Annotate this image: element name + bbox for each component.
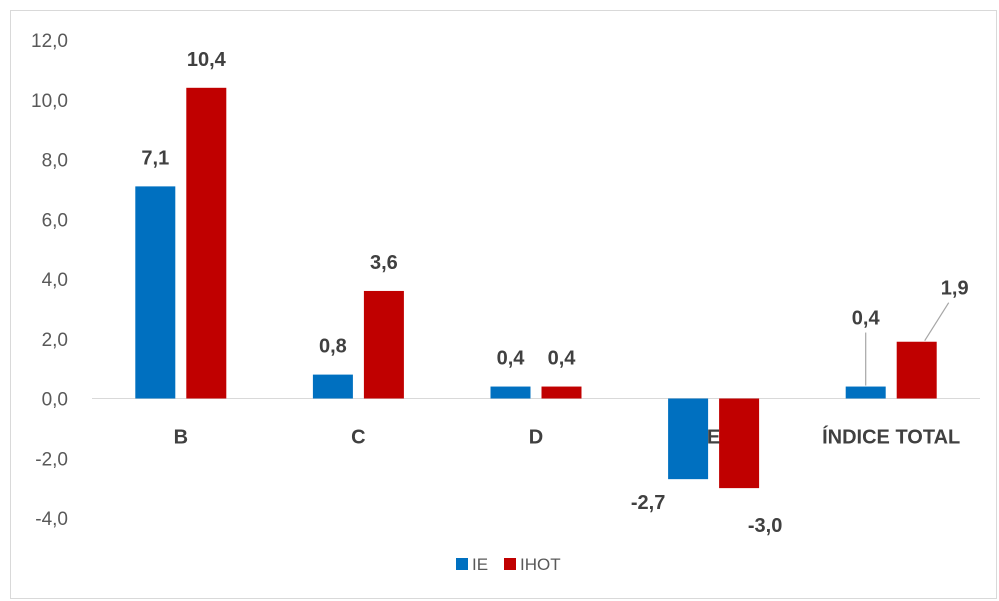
data-label: 0,4 (548, 348, 577, 370)
bar-ihot (541, 386, 582, 399)
data-label: 7,1 (141, 147, 169, 169)
bar-ie (490, 386, 531, 399)
data-label: -2,7 (631, 492, 665, 514)
bar-ie (312, 374, 353, 399)
legend-label: IE (472, 555, 488, 574)
y-tick-label: 2,0 (42, 330, 68, 351)
data-label: -3,0 (748, 515, 782, 537)
bar-ihot (363, 290, 404, 399)
y-tick-label: 10,0 (31, 91, 68, 112)
y-tick-label: -4,0 (35, 509, 68, 530)
leader-line (924, 302, 950, 342)
y-tick-label: 12,0 (31, 31, 68, 52)
legend-swatch (456, 558, 468, 570)
bar-ihot (186, 87, 227, 399)
bar-ihot (719, 398, 760, 489)
y-tick-label: 4,0 (42, 270, 68, 291)
category-label: C (351, 427, 365, 449)
bar-ie (845, 386, 886, 399)
y-tick-label: 8,0 (42, 151, 68, 172)
y-tick-label: -2,0 (35, 449, 68, 470)
category-label: ÍNDICE TOTAL (822, 426, 960, 449)
bar-ie (135, 186, 176, 399)
data-label: 0,4 (852, 308, 881, 330)
category-label: E (707, 427, 720, 449)
data-label: 10,4 (187, 49, 227, 71)
data-label: 0,4 (497, 348, 526, 370)
data-label: 3,6 (370, 252, 398, 274)
legend-swatch (504, 558, 516, 570)
data-label: 0,8 (319, 336, 347, 358)
category-label: D (529, 427, 543, 449)
chart-frame (10, 10, 997, 599)
legend-label: IHOT (520, 555, 561, 574)
bar-ie (668, 398, 709, 480)
y-tick-label: 6,0 (42, 210, 68, 231)
y-tick-label: 0,0 (42, 390, 68, 411)
category-label: B (174, 427, 188, 449)
data-label: 1,9 (941, 278, 969, 300)
bar-ihot (896, 341, 937, 399)
